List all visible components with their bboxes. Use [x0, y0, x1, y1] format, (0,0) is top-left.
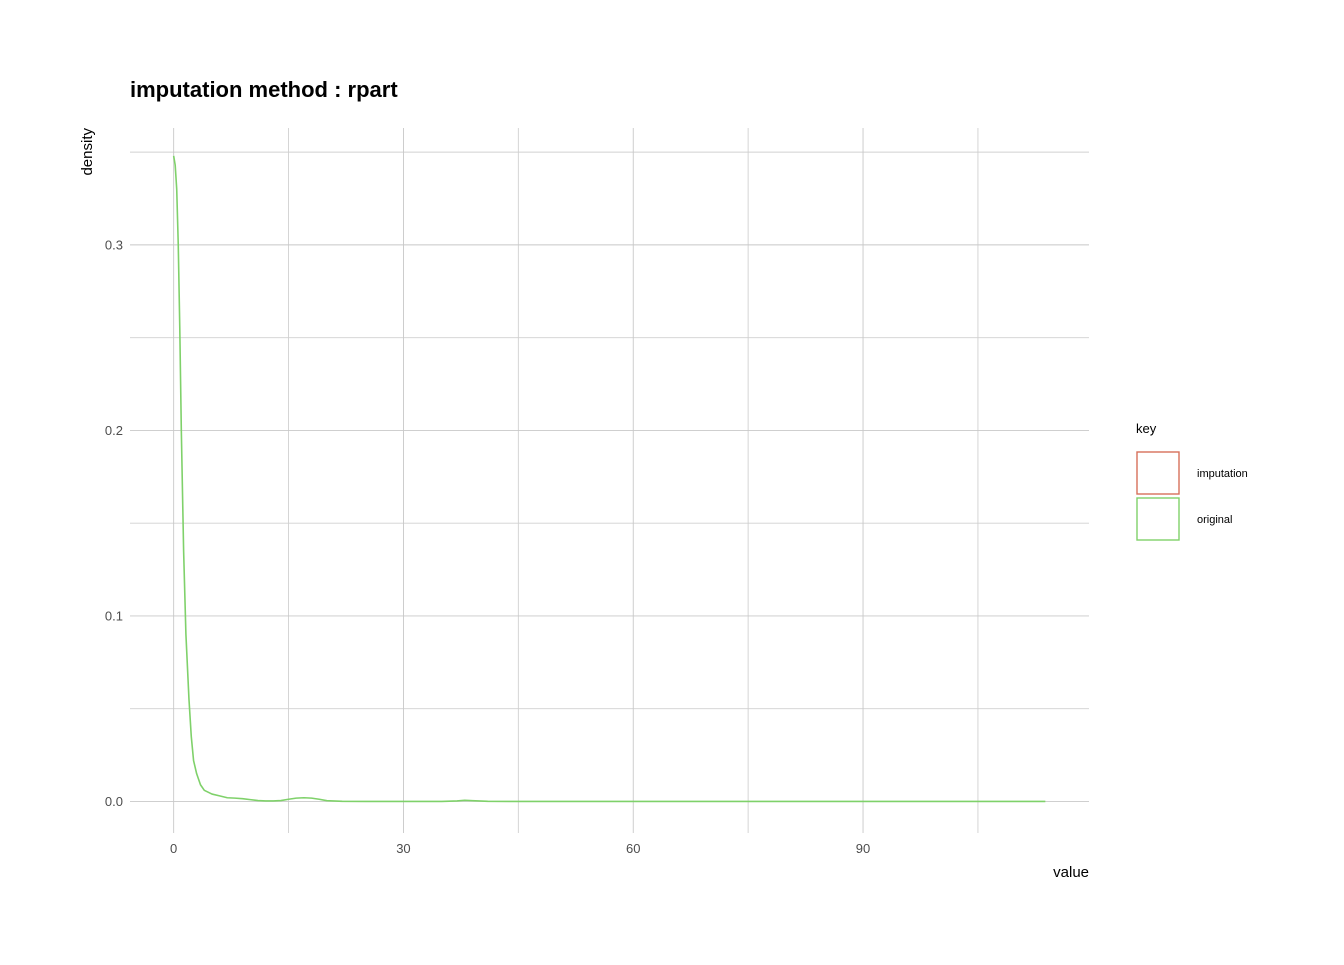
y-tick-label: 0.0: [105, 794, 123, 809]
series-line-original: [172, 155, 1046, 803]
legend-label-original: original: [1197, 514, 1232, 526]
y-tick-label: 0.1: [105, 608, 123, 623]
x-tick-label: 60: [626, 841, 640, 856]
x-axis-title: value: [1053, 864, 1089, 881]
major-gridlines: [130, 128, 1089, 833]
y-axis-title: density: [79, 128, 96, 176]
legend-key-imputation: [1136, 451, 1180, 495]
x-tick-label: 90: [856, 841, 870, 856]
series-lines: [172, 155, 1046, 803]
x-tick-label: 0: [170, 841, 177, 856]
chart-title: imputation method : rpart: [130, 77, 398, 102]
minor-gridlines: [130, 128, 1089, 833]
legend: key imputation original: [1136, 421, 1248, 541]
y-tick-label: 0.2: [105, 423, 123, 438]
y-tick-label: 0.3: [105, 237, 123, 252]
x-tick-label: 30: [396, 841, 410, 856]
legend-title: key: [1136, 421, 1157, 436]
legend-key-original: [1136, 497, 1180, 541]
legend-label-imputation: imputation: [1197, 468, 1248, 480]
tick-labels: 0 30 60 90 0.0 0.1 0.2 0.3: [105, 237, 870, 856]
legend-items: imputation original: [1136, 451, 1248, 541]
